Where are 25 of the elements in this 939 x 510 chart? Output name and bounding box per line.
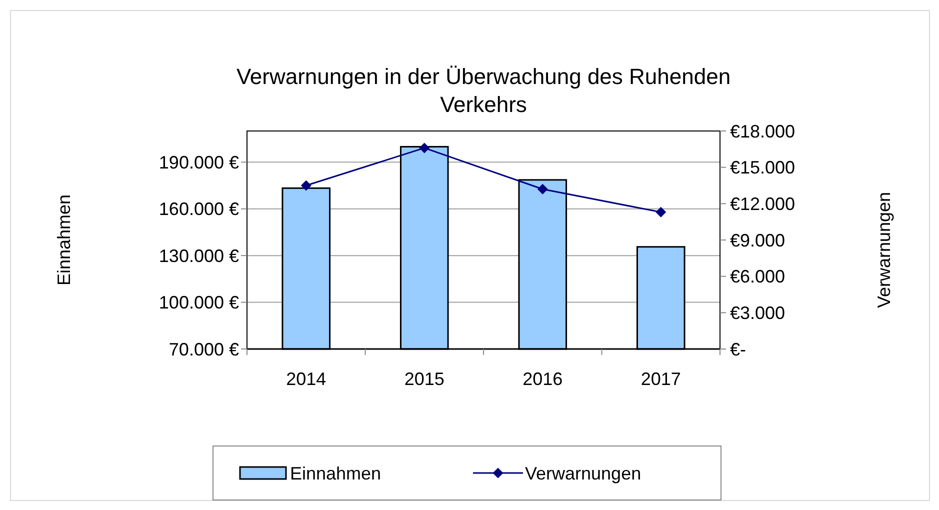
x-tick-label: 2017 [640, 369, 681, 389]
y-tick-label: 100.000 € [158, 292, 239, 313]
y-tick-label: 190.000 € [158, 152, 239, 172]
point [300, 180, 312, 191]
y2-axis-title: Verwarnungen [874, 192, 894, 308]
x-tick-label: 2015 [404, 369, 444, 389]
y2-tick-label: €9.000 [730, 230, 786, 250]
y2-tick-label: €3.000 [730, 302, 786, 323]
y-tick-label: 130.000 € [158, 246, 239, 266]
y-axis-title: Einnahmen [54, 194, 74, 286]
x-tick-label: 2016 [522, 369, 563, 389]
point [656, 206, 666, 218]
x-tick-label: 2014 [286, 369, 326, 389]
y-tick-label: 70.000 € [168, 339, 239, 360]
y2-tick-label: €15.000 [730, 158, 796, 178]
y2-tick-label: €12.000 [730, 194, 796, 214]
y2-tick-label: €- [730, 339, 746, 360]
y-tick-label: 160.000 € [158, 199, 239, 220]
legend-label: Einnahmen [290, 463, 382, 484]
point [537, 184, 548, 194]
point [419, 142, 430, 154]
y2-tick-label: €18.000 [730, 121, 796, 142]
legend-label: Verwarnungen [525, 463, 642, 484]
y2-tick-label: €6.000 [730, 266, 786, 287]
chart-title: Verwarnungen in der Überwachung des Ruhenden Verkehrs [236, 64, 731, 117]
